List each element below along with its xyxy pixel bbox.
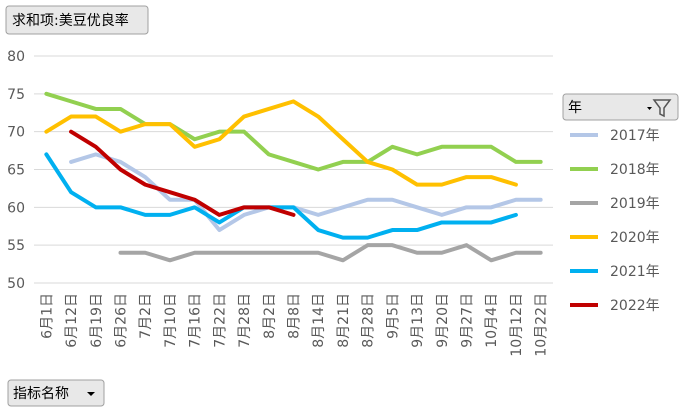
y-tick-label: 80 — [7, 49, 25, 65]
x-tick-label: 7月28日 — [237, 293, 253, 348]
x-tick-label: 9月27日 — [460, 293, 476, 348]
y-tick-label: 70 — [7, 125, 25, 141]
x-tick-label: 6月26日 — [114, 293, 130, 348]
series-line — [44, 91, 543, 172]
x-tick-label: 8月14日 — [311, 293, 327, 348]
x-tick-label: 10月22日 — [534, 293, 550, 357]
x-tick-label: 9月13日 — [410, 293, 426, 348]
x-tick-label: 8月28日 — [361, 293, 377, 348]
axis-field-button[interactable] — [7, 379, 105, 407]
value-field-button[interactable] — [5, 5, 149, 35]
series-line — [44, 152, 518, 240]
legend-field-button[interactable] — [562, 93, 679, 121]
x-tick-label: 6月12日 — [64, 293, 80, 348]
legend-label: 2018年 — [610, 162, 660, 178]
legend-label: 2019年 — [610, 196, 660, 212]
legend-label: 2017年 — [610, 128, 660, 144]
legend-label: 2022年 — [610, 298, 660, 314]
x-tick-label: 8月8日 — [287, 293, 303, 339]
x-tick-label: 8月2日 — [262, 293, 278, 339]
series-line — [69, 129, 296, 217]
x-tick-label: 7月22日 — [212, 293, 228, 348]
series-line — [69, 152, 543, 233]
x-tick-label: 6月19日 — [89, 293, 105, 348]
axis-field-label: 指标名称 — [13, 386, 69, 402]
legend-label: 2021年 — [610, 264, 660, 280]
y-tick-label: 50 — [7, 276, 25, 292]
y-tick-label: 55 — [7, 238, 25, 254]
legend-label: 2020年 — [610, 230, 660, 246]
dropdown-arrow — [87, 392, 95, 396]
y-tick-label: 65 — [7, 163, 25, 179]
x-tick-label: 7月2日 — [138, 293, 154, 339]
x-tick-label: 9月5日 — [385, 293, 401, 339]
legend-field-label: 年 — [568, 100, 582, 116]
x-tick-label: 7月10日 — [163, 293, 179, 348]
filter-icon — [652, 99, 672, 118]
x-tick-label: 9月20日 — [435, 293, 451, 348]
value-field-label: 求和项:美豆优良率 — [12, 12, 129, 29]
x-tick-label: 10月4日 — [484, 293, 500, 348]
series-line — [118, 243, 543, 263]
x-tick-label: 8月21日 — [336, 293, 352, 348]
x-tick-label: 6月1日 — [39, 293, 55, 339]
x-tick-label: 7月16日 — [188, 293, 204, 348]
series-line — [44, 99, 518, 187]
dropdown-arrow — [647, 107, 652, 110]
x-tick-label: 10月12日 — [509, 293, 525, 357]
y-tick-label: 75 — [7, 87, 25, 103]
y-tick-label: 60 — [7, 200, 25, 216]
